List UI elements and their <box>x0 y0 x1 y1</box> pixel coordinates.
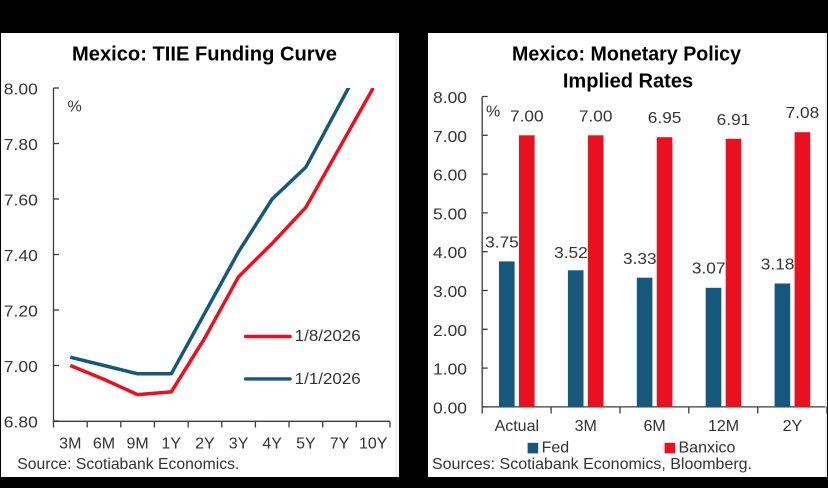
svg-text:3M: 3M <box>59 435 81 452</box>
svg-text:%: % <box>68 99 82 116</box>
svg-text:3M: 3M <box>575 418 597 435</box>
svg-text:1Y: 1Y <box>162 435 182 452</box>
svg-text:7.60: 7.60 <box>4 193 38 210</box>
svg-text:3.00: 3.00 <box>433 284 467 301</box>
svg-text:1.00: 1.00 <box>433 362 467 379</box>
svg-text:3.07: 3.07 <box>692 261 726 278</box>
svg-text:6M: 6M <box>93 435 115 452</box>
svg-text:2.00: 2.00 <box>433 323 467 340</box>
svg-text:Actual: Actual <box>495 418 539 435</box>
svg-text:7.00: 7.00 <box>510 108 544 125</box>
svg-text:2Y: 2Y <box>783 418 803 435</box>
svg-text:6M: 6M <box>643 418 665 435</box>
svg-text:Implied Rates: Implied Rates <box>563 71 693 93</box>
svg-text:4Y: 4Y <box>262 435 282 452</box>
svg-text:7.20: 7.20 <box>4 304 38 321</box>
svg-text:Sources: Scotiabank Economics,: Sources: Scotiabank Economics, Bloomberg… <box>432 456 752 473</box>
svg-text:6.91: 6.91 <box>717 112 751 129</box>
svg-text:1/8/2026: 1/8/2026 <box>295 328 361 345</box>
svg-text:Source: Scotiabank Economics.: Source: Scotiabank Economics. <box>17 456 239 473</box>
svg-text:7.40: 7.40 <box>4 248 38 265</box>
svg-text:5Y: 5Y <box>296 435 316 452</box>
svg-text:7Y: 7Y <box>330 435 350 452</box>
svg-text:4.00: 4.00 <box>433 245 467 262</box>
svg-text:Fed: Fed <box>542 440 570 457</box>
svg-text:3.75: 3.75 <box>485 234 519 251</box>
svg-text:Mexico: Monetary Policy: Mexico: Monetary Policy <box>512 44 742 66</box>
svg-text:%: % <box>486 104 500 121</box>
svg-text:7.80: 7.80 <box>4 137 38 154</box>
svg-text:5.00: 5.00 <box>433 206 467 223</box>
svg-text:9M: 9M <box>126 435 148 452</box>
svg-text:3Y: 3Y <box>229 435 249 452</box>
svg-text:8.00: 8.00 <box>433 90 467 107</box>
svg-text:7.00: 7.00 <box>579 108 613 125</box>
svg-text:3.18: 3.18 <box>761 257 795 274</box>
svg-text:1/1/2026: 1/1/2026 <box>295 371 361 388</box>
svg-text:Banxico: Banxico <box>679 440 736 457</box>
svg-text:12M: 12M <box>708 418 739 435</box>
svg-text:6.00: 6.00 <box>433 168 467 185</box>
svg-text:7.00: 7.00 <box>4 359 38 376</box>
svg-text:6.95: 6.95 <box>648 110 682 127</box>
svg-text:6.80: 6.80 <box>4 415 38 432</box>
svg-text:7.08: 7.08 <box>786 105 820 122</box>
svg-text:3.52: 3.52 <box>554 245 588 262</box>
svg-text:Mexico: TIIE Funding Curve: Mexico: TIIE Funding Curve <box>72 44 337 66</box>
svg-text:7.00: 7.00 <box>433 129 467 146</box>
svg-text:10Y: 10Y <box>359 435 388 452</box>
svg-text:3.33: 3.33 <box>623 251 657 268</box>
svg-text:8.00: 8.00 <box>4 82 38 99</box>
svg-text:0.00: 0.00 <box>433 400 467 417</box>
svg-text:2Y: 2Y <box>195 435 215 452</box>
